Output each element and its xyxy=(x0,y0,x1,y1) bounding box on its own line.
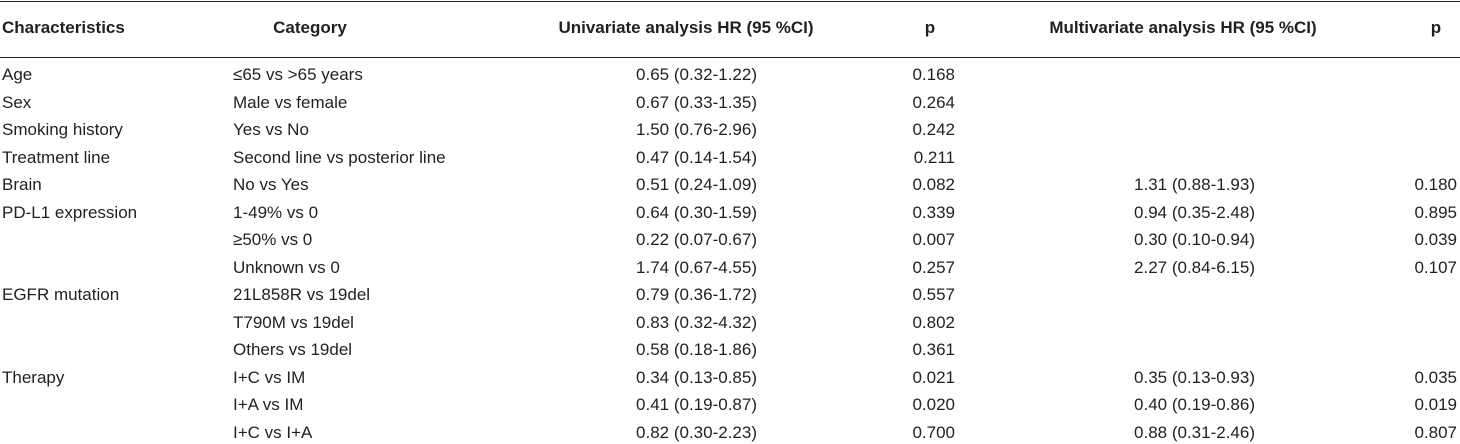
table-cell: Yes vs No xyxy=(233,120,309,139)
table-cell: 0.168 xyxy=(912,65,955,84)
table-cell: 0.79 (0.36-1.72) xyxy=(636,285,757,304)
table-cell: 0.035 xyxy=(1414,367,1457,387)
table-cell: 0.700 xyxy=(912,422,955,442)
table-cell: 0.64 (0.30-1.59) xyxy=(636,202,757,222)
table-cell: PD-L1 expression xyxy=(2,202,138,222)
table-cell: ≤65 vs >65 years xyxy=(233,65,363,84)
table-cell: 0.242 xyxy=(912,120,955,139)
table-cell: 0.40 (0.19-0.86) xyxy=(1134,395,1255,414)
table-cell: 0.007 xyxy=(912,230,955,249)
table-cell: 0.58 (0.18-1.86) xyxy=(636,340,757,359)
table-cell: 0.020 xyxy=(912,395,955,414)
table-cell: EGFR mutation xyxy=(2,285,120,304)
table-cell: Sex xyxy=(2,92,32,112)
table-cell: 1.74 (0.67-4.55) xyxy=(636,257,757,277)
table-cell: 0.67 (0.33-1.35) xyxy=(636,92,757,112)
table-cell: 0.94 (0.35-2.48) xyxy=(1134,202,1255,222)
table-cell: 0.257 xyxy=(912,257,955,277)
table-cell: I+C vs IM xyxy=(233,367,306,387)
table-cell: Age xyxy=(2,65,33,84)
table-cell: 0.557 xyxy=(912,285,955,304)
table-cell: 0.039 xyxy=(1414,230,1457,249)
table-cell: 0.895 xyxy=(1414,202,1457,222)
table-cell: 0.34 (0.13-0.85) xyxy=(636,367,757,387)
header-rule xyxy=(0,57,1460,58)
table-cell: 0.802 xyxy=(912,312,955,332)
table-cell: Second line vs posterior line xyxy=(233,147,446,167)
table-cell: 0.65 (0.32-1.22) xyxy=(636,65,757,84)
table-cell: 2.27 (0.84-6.15) xyxy=(1134,257,1255,277)
table-cell: No vs Yes xyxy=(233,175,309,194)
table-cell: 0.83 (0.32-4.32) xyxy=(636,312,757,332)
table-cell: Smoking history xyxy=(2,120,123,139)
table-cell: Unknown vs 0 xyxy=(233,257,340,277)
header-cell: p xyxy=(924,18,936,37)
table-cell: 0.361 xyxy=(912,340,955,359)
table-cell: Brain xyxy=(2,175,42,194)
header-cell: Univariate analysis HR (95 %CI) xyxy=(558,18,814,37)
table-cell: 0.51 (0.24-1.09) xyxy=(636,175,757,194)
table-cell: 0.021 xyxy=(912,367,955,387)
table-cell: 1.31 (0.88-1.93) xyxy=(1134,175,1255,194)
table-cell: 0.082 xyxy=(912,175,955,194)
table-cell: 0.339 xyxy=(912,202,955,222)
header-cell: Category xyxy=(273,18,347,37)
table-cell: Therapy xyxy=(2,367,65,387)
table-cell: 1.50 (0.76-2.96) xyxy=(636,120,757,139)
table-cell: Others vs 19del xyxy=(233,340,353,359)
table-cell: 0.47 (0.14-1.54) xyxy=(636,147,757,167)
top-rule xyxy=(0,1,1460,2)
table-cell: 21L858R vs 19del xyxy=(233,285,371,304)
header-cell: Characteristics xyxy=(2,18,125,37)
table-cell: 0.35 (0.13-0.93) xyxy=(1134,367,1255,387)
table-cell: Treatment line xyxy=(2,147,111,167)
table-cell: I+A vs IM xyxy=(233,395,304,414)
table-cell: 1-49% vs 0 xyxy=(233,202,319,222)
table-cell: 0.88 (0.31-2.46) xyxy=(1134,422,1255,442)
table-cell: T790M vs 19del xyxy=(233,312,354,332)
table-cell: 0.807 xyxy=(1414,422,1457,442)
table-cell: 0.107 xyxy=(1414,257,1457,277)
table-cell: 0.264 xyxy=(912,92,955,112)
table-cell: 0.180 xyxy=(1414,175,1457,194)
table-cell: I+C vs I+A xyxy=(233,422,313,442)
table-cell: Male vs female xyxy=(233,92,348,112)
table-cell: 0.41 (0.19-0.87) xyxy=(636,395,757,414)
table-cell: 0.211 xyxy=(913,147,955,167)
header-cell: Multivariate analysis HR (95 %CI) xyxy=(1049,18,1317,37)
header-cell: p xyxy=(1430,18,1442,37)
table-cell: 0.019 xyxy=(1414,395,1457,414)
table-cell: 0.82 (0.30-2.23) xyxy=(636,422,757,442)
table-cell: ≥50% vs 0 xyxy=(233,230,313,249)
table-cell: 0.22 (0.07-0.67) xyxy=(636,230,757,249)
table-cell: 0.30 (0.10-0.94) xyxy=(1134,230,1255,249)
